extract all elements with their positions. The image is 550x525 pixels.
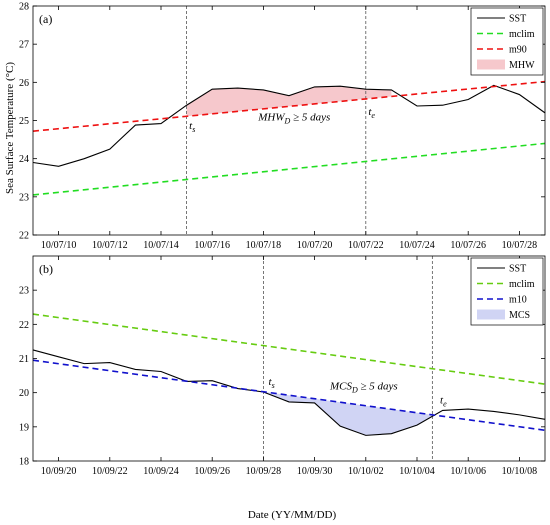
panel-label: (b): [39, 262, 53, 276]
legend-label-sst: SST: [509, 264, 526, 275]
x-tick-label: 10/09/26: [194, 466, 230, 477]
y-tick-label: 20: [19, 388, 29, 399]
series-m10-line: [32, 359, 546, 432]
series-m90-line: [32, 80, 546, 132]
panel-b-chart: 18 19 20 21 22 23 10/09/20 10/09/22 10/09/24 10/0…: [19, 255, 546, 477]
x-tick-label: 10/07/14: [143, 240, 179, 251]
y-tick-label: 22: [19, 320, 29, 331]
event-end-label: te: [368, 106, 375, 120]
y-tick-label: 26: [19, 78, 29, 89]
legend-swatch-mcs: [477, 309, 505, 320]
x-tick-label: 10/07/24: [399, 240, 435, 251]
y-tick-label: 18: [19, 457, 29, 468]
x-tick-label: 10/07/22: [348, 240, 384, 251]
x-tick-label: 10/09/22: [92, 466, 128, 477]
y-tick-label: 23: [19, 286, 29, 297]
y-tick-label: 24: [19, 154, 29, 165]
y-tick-label: 19: [19, 422, 29, 433]
y-tick-label: 28: [19, 2, 29, 13]
x-tick-label: 10/07/28: [502, 240, 538, 251]
x-tick-label: 10/07/20: [297, 240, 333, 251]
x-tick-label: 10/07/16: [194, 240, 230, 251]
x-tick-label: 10/09/24: [143, 466, 179, 477]
y-axis-label: Sea Surface Temperature (°C): [4, 62, 16, 194]
event-end-label: te: [440, 395, 447, 409]
x-axis-label: Date (YY/MM/DD): [248, 509, 337, 521]
x-tick-label: 10/07/26: [450, 240, 486, 251]
panel-label: (a): [39, 12, 52, 26]
x-tick-label: 10/09/28: [246, 466, 282, 477]
x-tick-label: 10/10/06: [450, 466, 486, 477]
x-tick-label: 10/09/30: [297, 466, 333, 477]
shade-mcs: [263, 391, 433, 436]
y-tick-label: 23: [19, 192, 29, 203]
shade-mhw: [186, 86, 392, 117]
duration-annotation: MHWD ≥ 5 days: [257, 112, 330, 126]
event-start-label: ts: [189, 120, 195, 134]
legend-label-mhw: MHW: [509, 60, 535, 71]
event-start-label: ts: [269, 376, 275, 390]
legend-swatch-mhw: [477, 59, 505, 70]
y-tick-label: 27: [19, 40, 29, 51]
x-tick-label: 10/10/02: [348, 466, 384, 477]
panel-a-chart: 22 23 24 25 26 27 28 10/07/10 10/07/12 10/07/14 10…: [19, 2, 546, 251]
legend-label-m90: m90: [509, 45, 527, 56]
series-sst-line: [32, 84, 546, 167]
series-mclim-line: [32, 313, 546, 385]
x-tick-label: 10/07/10: [41, 240, 77, 251]
legend-label-mclim: mclim: [509, 279, 535, 290]
y-tick-label: 22: [19, 231, 29, 242]
y-tick-label: 25: [19, 116, 29, 127]
legend-label-mclim: mclim: [509, 29, 535, 40]
x-tick-label: 10/09/20: [41, 466, 77, 477]
legend-label-mcs: MCS: [509, 310, 530, 321]
legend-label-sst: SST: [509, 14, 526, 25]
x-tick-label: 10/10/08: [502, 466, 538, 477]
x-tick-label: 10/07/12: [92, 240, 128, 251]
y-tick-label: 21: [19, 354, 29, 365]
duration-annotation: MCSD ≥ 5 days: [329, 380, 398, 394]
series-mclim-line: [32, 142, 546, 196]
plot-frame: [32, 255, 546, 462]
x-tick-label: 10/07/18: [246, 240, 282, 251]
series-sst-line: [32, 349, 546, 436]
legend-label-m10: m10: [509, 295, 527, 306]
x-tick-label: 10/10/04: [399, 466, 435, 477]
